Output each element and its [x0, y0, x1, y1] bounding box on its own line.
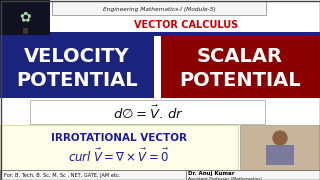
FancyBboxPatch shape — [154, 36, 161, 98]
FancyBboxPatch shape — [30, 100, 265, 124]
Text: $curl\;\vec{V} = \nabla \times \vec{V} = \vec{0}$: $curl\;\vec{V} = \nabla \times \vec{V} =… — [68, 147, 170, 165]
Text: IRROTATIONAL VECTOR: IRROTATIONAL VECTOR — [51, 133, 187, 143]
FancyBboxPatch shape — [266, 145, 294, 165]
Text: For: B. Tech, B. Sc, M. Sc , NET, GATE, JAM etc.: For: B. Tech, B. Sc, M. Sc , NET, GATE, … — [4, 174, 120, 179]
FancyBboxPatch shape — [240, 125, 320, 170]
Circle shape — [273, 131, 287, 145]
Text: POTENTIAL: POTENTIAL — [16, 71, 138, 91]
Text: POTENTIAL: POTENTIAL — [179, 71, 301, 91]
FancyBboxPatch shape — [0, 170, 320, 180]
Text: VECTOR CALCULUS: VECTOR CALCULUS — [134, 20, 238, 30]
Text: SCALAR: SCALAR — [197, 48, 283, 66]
FancyBboxPatch shape — [160, 36, 320, 98]
Text: ✿: ✿ — [19, 10, 31, 24]
FancyBboxPatch shape — [0, 125, 238, 170]
Text: Assistant Professor (Mathematics): Assistant Professor (Mathematics) — [188, 177, 262, 180]
Text: VELOCITY: VELOCITY — [24, 48, 130, 66]
FancyBboxPatch shape — [52, 1, 266, 15]
FancyBboxPatch shape — [0, 32, 320, 36]
FancyBboxPatch shape — [0, 0, 50, 35]
Text: $d\emptyset = \vec{V}.\,dr$: $d\emptyset = \vec{V}.\,dr$ — [113, 104, 183, 122]
Text: |||: ||| — [22, 27, 28, 33]
Text: Dr. Anuj Kumar: Dr. Anuj Kumar — [188, 172, 235, 177]
FancyBboxPatch shape — [0, 36, 155, 98]
Text: Engineering Mathematics-I (Module-5): Engineering Mathematics-I (Module-5) — [103, 6, 215, 12]
